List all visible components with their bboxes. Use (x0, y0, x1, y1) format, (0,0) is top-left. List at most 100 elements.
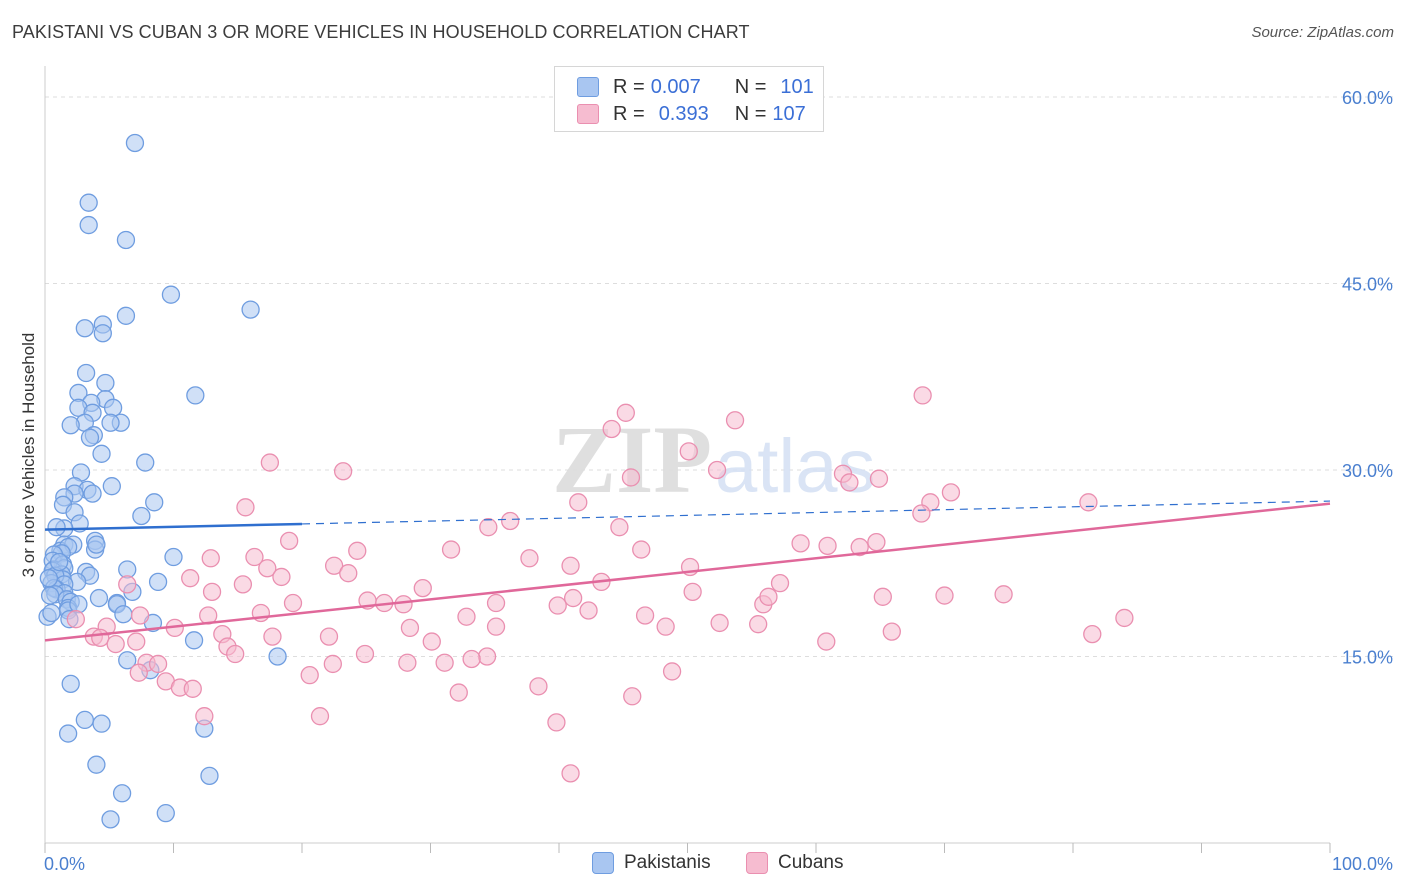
cuban-point (561, 556, 580, 575)
cuban-point (817, 632, 836, 651)
cuban-point (272, 567, 291, 587)
cuban-point (310, 707, 330, 726)
legend-r-value: 0.007 (650, 75, 701, 98)
y-tick-label: 45.0% (1342, 275, 1393, 295)
cuban-point (441, 540, 461, 559)
pakistani-point (79, 215, 98, 235)
legend-swatch-pink (577, 104, 599, 124)
pakistani-point (87, 535, 106, 554)
cuban-point (529, 677, 548, 696)
cubans-label: Cubans (778, 852, 844, 873)
pakistani-point (125, 133, 145, 153)
cuban-point (400, 618, 420, 638)
cuban-point (913, 386, 932, 405)
cuban-point (941, 483, 961, 502)
cuban-point (324, 556, 344, 575)
pakistani-point (241, 300, 260, 319)
pakistani-point (156, 804, 175, 823)
legend-item-cubans[interactable]: Cubans (746, 852, 844, 874)
watermark-atlas: atlas (715, 424, 876, 509)
cuban-point (66, 610, 85, 629)
pakistani-point (114, 605, 133, 624)
pakistani-point (101, 413, 120, 432)
cuban-points (66, 386, 1134, 783)
pakistani-point (92, 444, 111, 463)
pakistani-point (200, 766, 219, 786)
cuban-point (1079, 493, 1098, 512)
cuban-point (106, 634, 125, 654)
legend-r-label: R = (613, 102, 645, 125)
legend-r-value: 0.393 (658, 102, 709, 125)
cuban-point (394, 595, 413, 614)
pakistani-point (148, 572, 168, 592)
pakistani-point (75, 319, 94, 338)
cuban-point (339, 564, 358, 583)
cuban-point (882, 622, 901, 641)
pakistani-point (93, 324, 112, 343)
cuban-point (129, 663, 148, 682)
cuban-point (501, 511, 520, 531)
cuban-point (486, 617, 506, 636)
pakistani-point (49, 552, 69, 572)
x-tick-label-max: 100.0% (1332, 854, 1393, 874)
x-tick-label-min: 0.0% (44, 854, 85, 874)
cuban-point (233, 575, 253, 594)
cuban-point (183, 679, 202, 698)
cuban-point (759, 587, 778, 606)
cuban-point (1083, 624, 1102, 644)
cuban-point (435, 653, 454, 672)
cuban-point (935, 586, 954, 605)
cuban-point (656, 617, 675, 636)
legend-r-label: R = (613, 75, 645, 98)
pakistani-trend-dashed (301, 500, 1331, 525)
cuban-point (548, 596, 567, 615)
cuban-point (130, 606, 150, 625)
cuban-point (449, 683, 468, 702)
cuban-point (818, 536, 837, 555)
legend-box: R = 0.007 N = 101 R = 0.393 N = 107 (554, 66, 824, 132)
pakistani-point (79, 193, 98, 212)
cuban-point (610, 518, 629, 537)
cuban-point (869, 469, 889, 488)
cuban-point (148, 654, 168, 674)
pakistani-point (61, 674, 80, 694)
cuban-point (91, 628, 110, 647)
cuban-point (127, 632, 146, 651)
pakistani-point (89, 588, 109, 608)
cuban-point (283, 593, 303, 613)
grid-lines (45, 96, 1395, 657)
cuban-point (195, 707, 214, 726)
pakistani-point (47, 518, 66, 537)
cuban-point (226, 644, 245, 664)
trend-lines (44, 500, 1331, 642)
pakistani-point (61, 416, 80, 435)
legend-row-cubans: R = 0.393 N = 107 (577, 101, 806, 127)
pakistani-point (268, 647, 287, 666)
cuban-point (398, 653, 417, 672)
cuban-point (707, 460, 727, 480)
cuban-point (873, 587, 892, 606)
cuban-point (118, 575, 137, 594)
cuban-point (725, 411, 745, 430)
legend-n-value: 101 (780, 75, 814, 98)
cuban-point (355, 644, 375, 664)
cuban-point (333, 462, 353, 481)
pakistani-point (136, 453, 155, 472)
legend-row-pakistanis: R = 0.007 N = 101 (577, 74, 814, 100)
cuban-point (679, 442, 698, 461)
pakistani-point (42, 603, 61, 623)
pakistani-point (116, 230, 136, 250)
cuban-point (710, 613, 729, 633)
cuban-point (569, 493, 588, 512)
legend-item-pakistanis[interactable]: Pakistanis (592, 852, 711, 874)
y-tick-label: 60.0% (1342, 88, 1393, 108)
bottom-legend: Pakistanis Cubans (0, 852, 1406, 878)
pakistanis-label: Pakistanis (624, 852, 711, 873)
pakistani-point (161, 285, 181, 304)
cuban-point (477, 647, 497, 666)
cuban-point (579, 601, 598, 620)
cuban-point (279, 531, 299, 551)
pakistani-point (184, 631, 204, 650)
cuban-point (319, 627, 339, 646)
